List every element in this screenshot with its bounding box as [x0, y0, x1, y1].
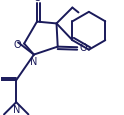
- Text: N: N: [13, 104, 20, 114]
- Text: O: O: [79, 43, 87, 53]
- Text: O: O: [33, 0, 41, 3]
- Text: O: O: [14, 39, 21, 49]
- Text: N: N: [30, 57, 37, 67]
